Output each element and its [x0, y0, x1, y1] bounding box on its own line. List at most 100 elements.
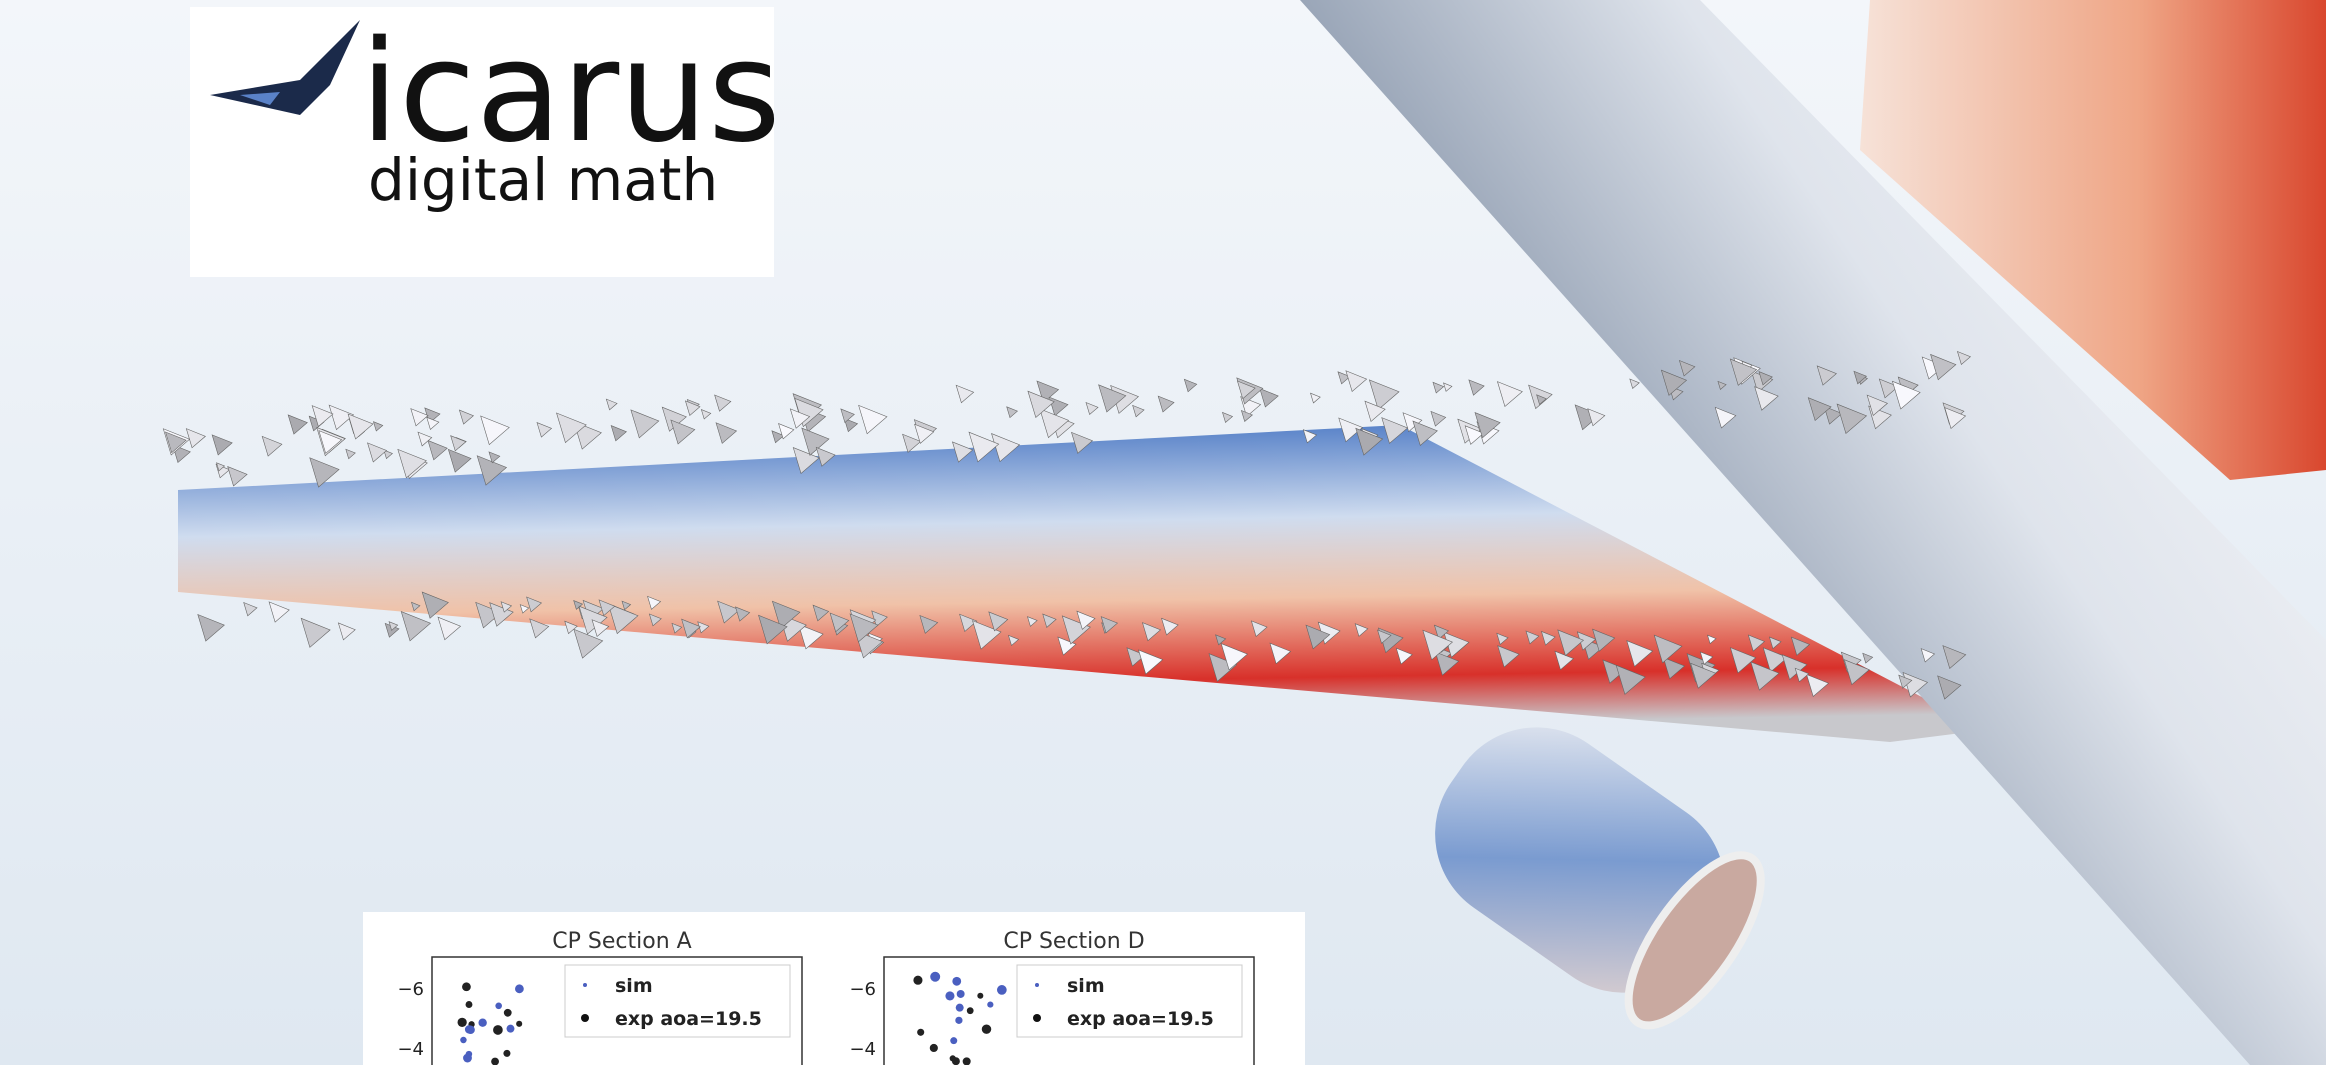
- vortex-cell: [1699, 651, 1714, 665]
- vortex-cell: [1729, 647, 1757, 674]
- vortex-cell: [1161, 617, 1179, 636]
- vortex-cell: [815, 446, 836, 467]
- vortex-cell: [1183, 378, 1198, 393]
- vortex-cell: [400, 611, 432, 642]
- vortex-cell: [1866, 394, 1889, 417]
- vortex-cell: [598, 599, 616, 617]
- scatter-dot: [495, 1002, 502, 1010]
- vortex-cell: [1758, 371, 1773, 386]
- legend-box: [1016, 964, 1243, 1038]
- vortex-cell: [1862, 652, 1874, 664]
- vortex-cell: [1305, 624, 1331, 650]
- vortex-cell: [1337, 371, 1351, 385]
- inset-title: CP Section D: [1003, 929, 1144, 954]
- vortex-cell: [1615, 664, 1646, 695]
- vortex-cell: [536, 422, 553, 438]
- vortex-cell: [427, 439, 448, 461]
- vortex-cell: [261, 435, 283, 457]
- vortex-cell: [1222, 411, 1234, 423]
- vortex-cell: [1259, 388, 1279, 408]
- vortex-cell: [1126, 647, 1146, 667]
- vortex-cell: [812, 604, 830, 622]
- vortex-cell: [1497, 645, 1520, 668]
- vortex-cell: [1592, 628, 1616, 652]
- legend-label: sim: [1067, 975, 1105, 997]
- vortex-cell: [1368, 379, 1400, 411]
- vortex-cell: [1662, 657, 1686, 680]
- vortex-cell: [573, 628, 604, 659]
- vortex-cell: [700, 409, 712, 420]
- vortex-cell: [287, 414, 308, 435]
- vortex-cell: [1930, 353, 1957, 381]
- vortex-cell: [1660, 369, 1688, 396]
- vortex-cell: [1629, 378, 1640, 390]
- scatter-dot: [951, 1057, 960, 1065]
- vortex-cell: [1464, 425, 1485, 445]
- legend-marker: [1035, 983, 1039, 987]
- vortex-cell: [1132, 404, 1145, 418]
- vortex-cell: [526, 596, 543, 613]
- vortex-cell: [411, 601, 421, 612]
- vortex-cell: [1236, 380, 1256, 400]
- vortex-cell: [1853, 370, 1868, 385]
- vortex-cell: [1395, 647, 1413, 665]
- vortex-cell: [1823, 405, 1843, 425]
- vortex-cell: [1474, 412, 1501, 439]
- vortex-cell: [216, 462, 226, 472]
- vortex-cell: [1412, 420, 1438, 447]
- vortex-cell: [959, 613, 978, 632]
- vortex-cell: [1557, 629, 1585, 657]
- vortex-cell: [771, 430, 785, 444]
- scatter-dot: [966, 1007, 974, 1015]
- legend-label: exp aoa=19.5: [615, 1008, 762, 1030]
- vortex-cell: [849, 613, 879, 643]
- vortex-cell: [647, 595, 662, 610]
- scatter-dot: [478, 1018, 487, 1027]
- vortex-cell: [1240, 409, 1253, 423]
- y-tick-label: −6: [849, 979, 876, 1000]
- vortex-cell: [1008, 634, 1020, 646]
- vortex-cell: [1338, 417, 1364, 443]
- vortex-cell: [197, 613, 225, 642]
- vortex-cell: [437, 616, 462, 641]
- scatter-dot: [952, 976, 962, 986]
- vortex-cell: [421, 591, 449, 619]
- vortex-cell: [165, 431, 187, 454]
- vortex-cell: [843, 417, 859, 433]
- vortex-cell: [1432, 381, 1445, 394]
- vortex-cell: [1937, 675, 1962, 700]
- scatter-dot: [913, 975, 923, 985]
- vortex-cell: [388, 621, 399, 631]
- scatter-dot: [981, 1024, 992, 1034]
- vortex-cell: [630, 409, 660, 439]
- vortex-cell: [318, 430, 343, 454]
- vortex-cell: [1836, 403, 1868, 435]
- legend-marker: [583, 983, 587, 987]
- fuselage: [1300, 0, 2326, 1065]
- vortex-cell: [1100, 616, 1119, 634]
- vortex-cell: [1443, 382, 1453, 392]
- vortex-cell: [1794, 667, 1810, 683]
- vortex-cell: [1430, 410, 1447, 427]
- vortex-cell: [914, 423, 935, 444]
- vortex-cell: [529, 618, 550, 639]
- legend-label: sim: [615, 975, 653, 997]
- logo-tagline: digital math: [368, 146, 718, 214]
- vortex-cell: [671, 622, 683, 634]
- inset-charts: CP Section A −6 −4 sim exp aoa=19.5 CP Sectio…: [363, 912, 1305, 1065]
- vortex-cell: [480, 415, 510, 446]
- scatter-dot: [929, 1043, 938, 1053]
- vortex-cell: [988, 611, 1009, 632]
- vortex-cell: [968, 431, 1000, 463]
- vortex-cell: [475, 601, 502, 629]
- vortex-cell: [1434, 651, 1460, 676]
- scatter-dot: [516, 1020, 523, 1027]
- scatter-dot: [977, 992, 984, 999]
- vortex-cell: [1554, 650, 1575, 671]
- vortex-cell: [714, 394, 732, 412]
- vortex-cell: [1468, 379, 1485, 396]
- vortex-cell: [670, 419, 696, 445]
- vortex-cell: [1496, 632, 1509, 646]
- scatter-dot: [503, 1008, 512, 1017]
